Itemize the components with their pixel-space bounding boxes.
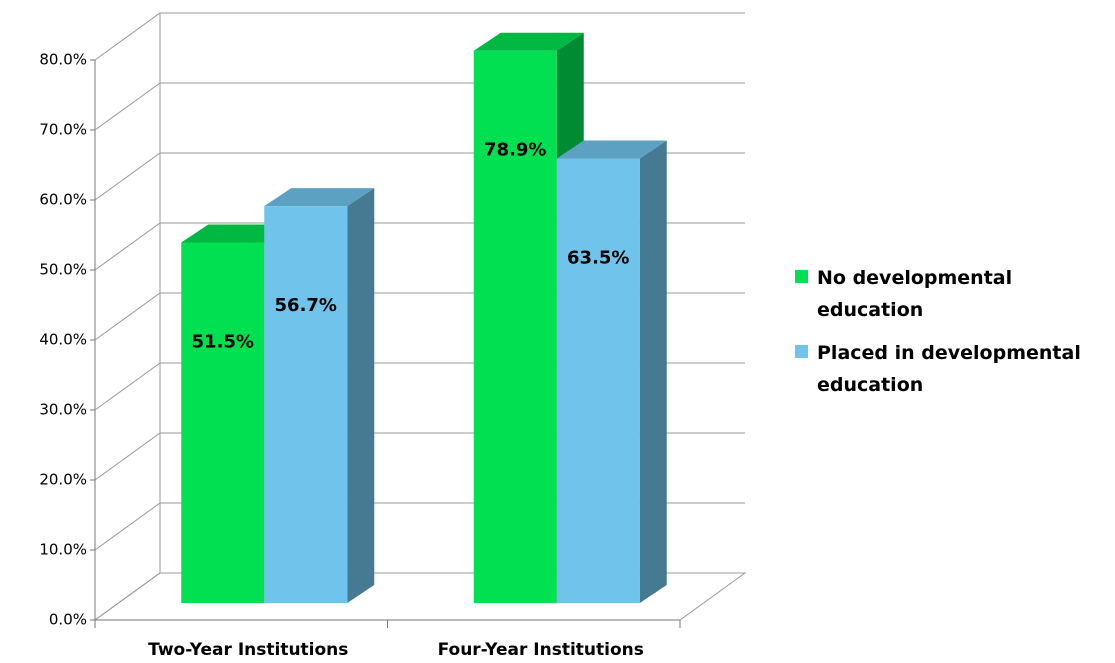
bar-top: [556, 140, 667, 159]
bar-side: [639, 140, 667, 603]
legend-label: Placed in developmental education: [817, 342, 1081, 396]
x-tick-label: Four-Year Institutions: [438, 640, 644, 660]
bar: [264, 206, 348, 603]
y-tick-label: 40.0%: [39, 331, 87, 349]
data-label: 78.9%: [484, 140, 546, 161]
legend-item: No developmental education: [795, 262, 1105, 326]
y-tick-label: 10.0%: [39, 541, 87, 559]
y-tick-label: 30.0%: [39, 401, 87, 419]
bar-top: [181, 224, 292, 243]
bar: [556, 158, 640, 603]
legend-swatch: [795, 270, 808, 283]
x-tick-label: Two-Year Institutions: [148, 640, 348, 660]
bar-top: [473, 32, 584, 51]
y-tick-label: 20.0%: [39, 471, 87, 489]
data-label: 56.7%: [275, 295, 337, 316]
legend-item: Placed in developmental education: [795, 337, 1105, 401]
grid-line: [94, 82, 745, 131]
bar: [473, 50, 557, 603]
bar-top: [264, 188, 375, 207]
grid-line: [94, 12, 745, 61]
y-tick-label: 50.0%: [39, 261, 87, 279]
bar: [181, 242, 265, 603]
legend-label: No developmental education: [817, 267, 1013, 321]
bar-side: [347, 188, 375, 603]
y-tick-label: 0.0%: [49, 611, 87, 629]
data-label: 51.5%: [192, 332, 254, 353]
legend-swatch: [795, 345, 808, 358]
data-label: 63.5%: [567, 248, 629, 269]
y-tick-label: 70.0%: [39, 121, 87, 139]
y-tick-label: 60.0%: [39, 191, 87, 209]
y-tick-label: 80.0%: [39, 51, 87, 69]
